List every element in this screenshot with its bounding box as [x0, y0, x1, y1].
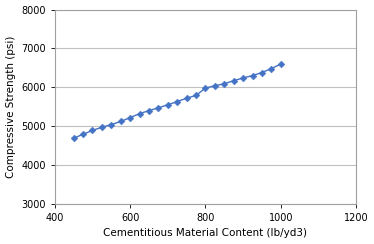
- X-axis label: Cementitious Material Content (lb/yd3): Cementitious Material Content (lb/yd3): [104, 228, 307, 238]
- Y-axis label: Compressive Strength (psi): Compressive Strength (psi): [6, 36, 16, 178]
